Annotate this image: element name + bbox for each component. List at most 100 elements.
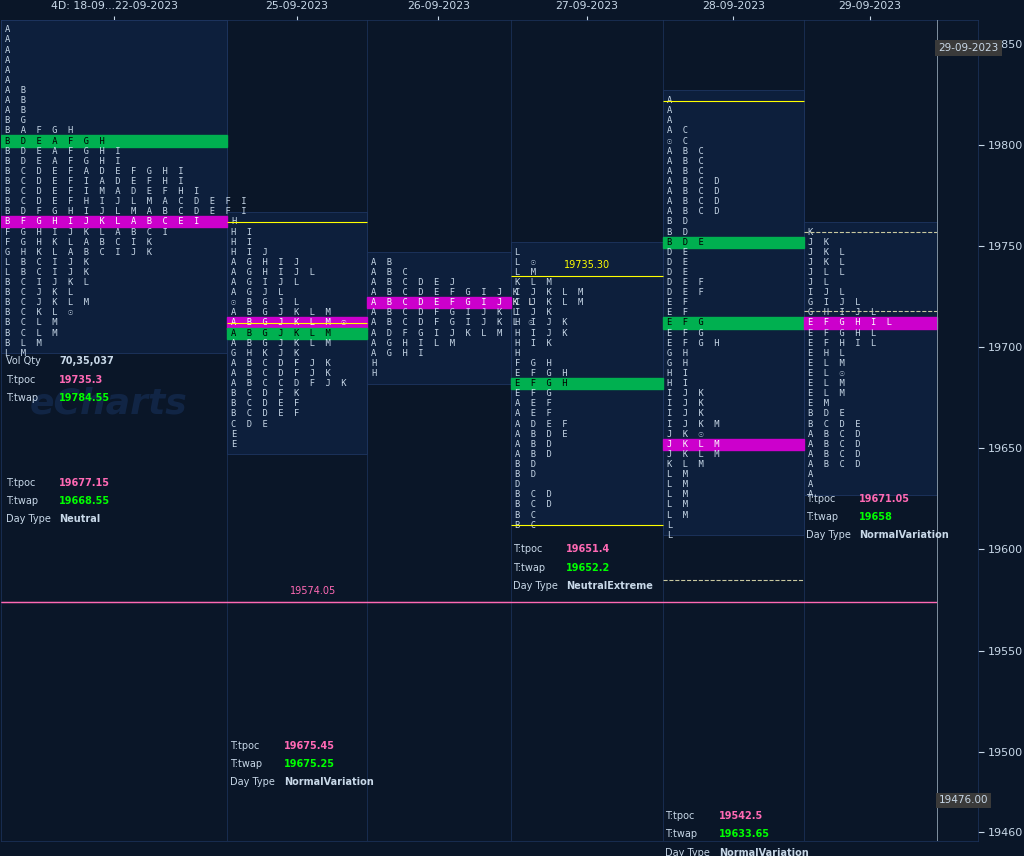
Text: 19574.05: 19574.05 [290,586,337,596]
Text: B  C  D  E  F  I  A  D  E  F  H  I: B C D E F I A D E F H I [4,177,183,186]
Text: I  J  K  L  M: I J K L M [515,298,583,307]
Text: B  C: B C [515,520,536,530]
Text: D  E: D E [667,247,688,257]
Text: A  B  D  E: A B D E [515,430,567,438]
Text: L  B  C  I  J  K: L B C I J K [4,258,89,267]
Text: I  J  L: I J L [808,288,845,297]
Text: E  F: E F [667,308,688,318]
Text: C  D  E: C D E [231,419,268,429]
Text: A  B  C  D  F  J  K: A B C D F J K [231,369,331,378]
Text: L  M: L M [667,480,688,490]
Text: T:twap: T:twap [665,829,697,840]
Text: T:tpoc: T:tpoc [513,544,542,555]
Bar [1,135,227,146]
Text: H  I: H I [231,228,252,236]
Text: A: A [667,116,672,125]
Text: B  C  J  K  L: B C J K L [4,288,73,297]
Text: A  B  G  J  K  L  M: A B G J K L M [231,339,331,348]
Text: E  F  G  H  L: E F G H L [808,329,876,337]
Text: 19633.65: 19633.65 [719,829,770,840]
Text: B  L  M: B L M [4,339,41,348]
Text: H: H [515,348,520,358]
Text: eCharts: eCharts [30,387,187,421]
Text: A  B  C  D: A B C D [667,197,720,206]
Text: L  M: L M [515,268,536,277]
Text: G  H  K  L  A  B  C  I  J  K: G H K L A B C I J K [4,247,152,257]
Bar [804,318,937,329]
Text: NormalVariation: NormalVariation [284,777,374,787]
Bar [367,297,511,308]
Text: B  D: B D [515,470,536,479]
Text: I  J  K: I J K [667,409,703,419]
Text: A  B  G  J  K  L  M  ☉: A B G J K L M ☉ [231,318,347,328]
Text: D  E: D E [667,268,688,277]
Text: A  C: A C [667,127,688,135]
Text: Day Type: Day Type [5,514,50,524]
Text: A  B: A B [4,86,26,95]
Text: A  B  C  D: A B C D [808,450,860,459]
Text: E  L  M: E L M [808,389,845,398]
Text: T:twap: T:twap [5,393,38,403]
Bar [1,20,227,354]
Text: Vol Qty: Vol Qty [5,356,41,366]
Bar [1,217,227,228]
Text: A: A [667,96,672,105]
Text: A  D  F  G  I  J  K  L  M: A D F G I J K L M [371,329,502,337]
Bar [367,253,511,383]
Text: NormalVariation: NormalVariation [859,530,949,540]
Text: E  M: E M [808,400,828,408]
Text: Day Type: Day Type [665,847,710,856]
Text: E  F  G: E F G [515,389,551,398]
Bar [511,378,664,389]
Bar [804,222,937,495]
Text: A: A [4,35,10,45]
Text: A: A [808,490,813,499]
Text: E  F  G  H: E F G H [515,379,567,388]
Text: A  B  C: A B C [667,167,703,175]
Text: T:tpoc: T:tpoc [5,375,35,384]
Text: A  B  C  D  F  G  I  J  K  L  ☉: A B C D F G I J K L ☉ [371,318,534,328]
Text: A  E  F: A E F [515,409,551,419]
Text: A: A [667,106,672,116]
Text: H  I: H I [231,238,252,247]
Text: E  F  G  H: E F G H [515,369,567,378]
Text: 19542.5: 19542.5 [719,811,763,821]
Text: T:tpoc: T:tpoc [806,494,835,504]
Text: B  C  D  E  F  H  I  J  L  M  A  C  D  E  F  I: B C D E F H I J L M A C D E F I [4,197,246,206]
Text: B  C  D  E  F: B C D E F [231,409,299,419]
Text: A  B  G  J  K  L  M: A B G J K L M [231,308,331,318]
Text: A  G  J  L: A G J L [231,288,284,297]
Bar [664,318,804,329]
Text: A  E  F: A E F [515,400,551,408]
Text: 19677.15: 19677.15 [59,478,111,488]
Text: E  L  M: E L M [808,359,845,368]
Text: H  I  J  K: H I J K [515,329,567,337]
Text: B  D  F  G  H  I  J  L  M  A  B  C  D  E  F  I: B D F G H I J L M A B C D E F I [4,207,246,217]
Text: A  G  I  J  L: A G I J L [231,278,299,287]
Text: NormalVariation: NormalVariation [719,847,809,856]
Text: Day Type: Day Type [513,581,557,591]
Text: A  B: A B [4,106,26,116]
Text: A  B  C  D  E  F  G  I  J  K: A B C D E F G I J K [371,288,518,297]
Text: B  F  G  H  I  J  K  L  A  B  C  E  I: B F G H I J K L A B C E I [4,217,199,226]
Text: A  B  C  D  E  F  G  I  J  K  L: A B C D E F G I J K L [371,298,534,307]
Bar [227,328,367,339]
Text: J  K  L  M: J K L M [667,450,720,459]
Text: A: A [4,56,10,65]
Text: A  B  C  D: A B C D [808,430,860,438]
Text: A  G  H  I  J: A G H I J [231,258,299,267]
Bar [664,236,804,247]
Text: E  F  G: E F G [667,318,703,328]
Text: A  B  D: A B D [515,440,551,449]
Text: E  F  G  H  I  L: E F G H I L [808,318,892,328]
Text: I  J  K: I J K [667,400,703,408]
Text: NeutralExtreme: NeutralExtreme [566,581,653,591]
Text: L: L [667,520,672,530]
Text: 19784.55: 19784.55 [59,393,111,403]
Text: B  D  E  A  F  G  H: B D E A F G H [4,136,104,146]
Text: J  K  ☉: J K ☉ [667,430,703,438]
Text: B  C: B C [515,510,536,520]
Text: K  L  M: K L M [667,460,703,469]
Text: H: H [371,369,376,378]
Text: T:tpoc: T:tpoc [665,811,694,821]
